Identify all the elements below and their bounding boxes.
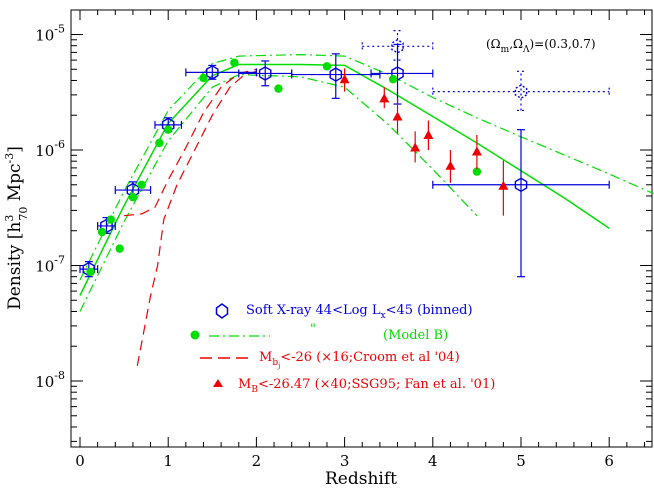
svg-text:Density [h370 Mpc-3]: Density [h370 Mpc-3]	[3, 146, 30, 310]
fan-triangle-point	[423, 129, 434, 139]
xray-hexagon-point	[514, 84, 528, 100]
y-label-mpc: Mpc	[5, 163, 25, 206]
xray-hexagon-point	[391, 38, 404, 54]
axis-ticks: 0 1 2 3 4 5 6 10-8 10-7 10-6 10-5	[35, 10, 652, 470]
y-label-sup: 3	[3, 215, 16, 222]
cosmology-annotation: (Ωm,ΩΛ)=(0.3,0.7)	[486, 37, 596, 55]
y-label-sup2: -3	[3, 153, 16, 164]
data-points	[79, 30, 610, 278]
model-b-circle-point	[106, 215, 116, 224]
x-tick-label: 4	[428, 452, 438, 470]
y-tick-label: 10-8	[35, 369, 65, 391]
fan-triangle-point	[498, 180, 509, 190]
fan-triangle-point	[410, 142, 421, 152]
legend-circle-marker	[190, 330, 200, 340]
y-label-main: Density [h	[5, 222, 25, 310]
x-tick-label: 1	[163, 452, 173, 470]
xray-hexagon-point	[329, 67, 343, 82]
fan-triangle-point	[392, 111, 403, 121]
model-b-circle-point	[472, 167, 482, 176]
x-tick-label: 0	[75, 452, 85, 470]
model-b-circle-point	[155, 138, 164, 148]
fan-triangle-point	[445, 160, 456, 170]
x-tick-label: 2	[252, 452, 262, 470]
y-tick-label: 10-5	[35, 23, 65, 45]
model-b-circle-point	[86, 267, 95, 277]
fan-triangle-point	[471, 146, 482, 156]
x-axis-label: Redshift	[325, 469, 397, 489]
x-tick-label: 3	[340, 452, 350, 470]
xray-hexagon-point	[205, 65, 219, 80]
model-b-circle-point	[164, 125, 173, 134]
model-b-circle-point	[137, 180, 146, 189]
y-tick-label: 10-7	[35, 254, 65, 276]
model-b-circle-point	[322, 62, 332, 71]
legend-fan-label: MB<-26.47 (×40;SSG95; Fan et al. '01)	[238, 377, 495, 395]
model-b-circle-point	[388, 75, 398, 84]
curve-solid	[79, 63, 610, 296]
legend-xray-label: Soft X-ray 44<Log Lx<45 (binned)	[246, 303, 473, 321]
legend: Soft X-ray 44<Log Lx<45 (binned) " (Mode…	[190, 303, 495, 395]
legend-triangle-marker	[213, 379, 223, 387]
fan-triangle-point	[379, 93, 390, 103]
x-tick-label: 6	[604, 452, 614, 470]
model-curves	[79, 53, 654, 367]
y-label-sub: 70	[17, 207, 30, 221]
curve-dashdot	[79, 53, 654, 281]
legend-ditto: "	[310, 322, 316, 337]
model-b-circle-point	[97, 227, 107, 237]
curve-dashed	[136, 70, 257, 367]
y-axis-label: Density [h370 Mpc-3]	[3, 146, 30, 310]
x-tick-label: 5	[516, 452, 526, 470]
fan-triangle-point	[339, 74, 350, 84]
model-b-circle-point	[115, 244, 124, 253]
plot-frame	[70, 9, 653, 448]
xray-hexagon-point	[391, 66, 404, 81]
xray-hexagon-point	[514, 177, 528, 193]
xray-hexagon-point	[258, 66, 272, 81]
y-label-close: ]	[5, 146, 25, 153]
model-b-circle-point	[199, 73, 208, 83]
y-tick-label: 10-6	[35, 138, 65, 160]
model-b-circle-point	[274, 84, 283, 93]
model-b-circle-point	[230, 58, 239, 67]
legend-hexagon-marker	[215, 303, 229, 319]
curve-dashdot	[79, 73, 478, 312]
curve-dashed	[124, 68, 257, 217]
legend-croom-label: Mbj<-26 (×16;Croom et al '04)	[259, 350, 460, 370]
model-b-circle-point	[128, 193, 138, 202]
legend-modelb-label: (Model B)	[383, 328, 448, 343]
